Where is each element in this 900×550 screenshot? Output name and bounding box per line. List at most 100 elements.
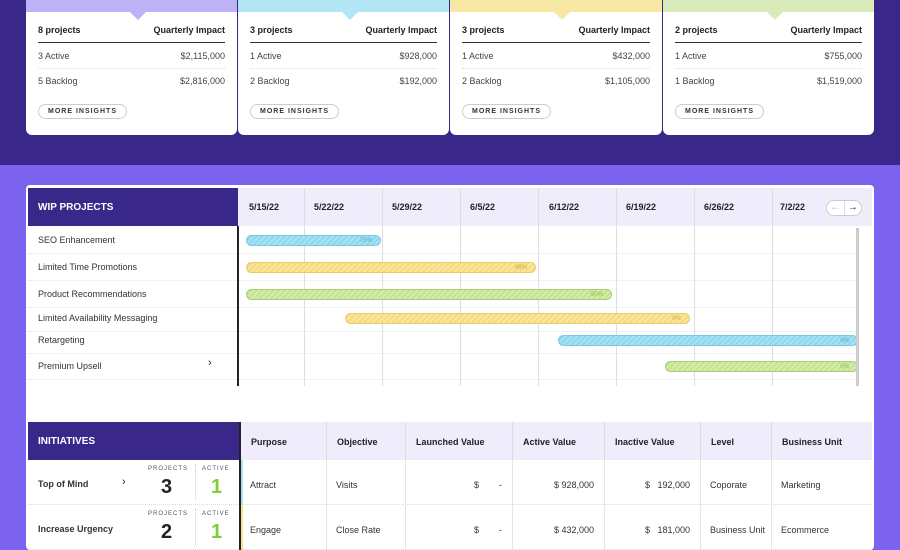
cell-inactive: $ 181,000 [644,525,690,535]
projects-count: 2 [161,521,173,543]
chevron-right-icon[interactable]: › [208,357,212,369]
arrow-left-icon[interactable]: ← [830,202,841,213]
scrollbar[interactable] [856,228,859,386]
active-count: 1 Active [250,51,282,61]
date-label: 5/22/22 [314,202,345,212]
column-header: Level [700,422,771,460]
active-count: 1 [211,521,223,543]
cell-level: Business Unit [710,525,766,535]
backlog-value: $192,000 [399,76,437,86]
backlog-count: 1 Backlog [675,76,715,86]
card-notch [341,12,358,20]
cell-launched: $ - [473,480,502,490]
cell-border [604,460,605,505]
backlog-value: $2,816,000 [179,76,225,86]
date-label: 6/26/22 [704,202,735,212]
cell-objective: Close Rate [336,525,381,535]
arrow-right-icon[interactable]: → [843,201,862,215]
projects-label: PROJECTS [148,511,189,517]
project-name[interactable]: Product Recommendations [38,289,147,299]
active-value: $755,000 [824,51,862,61]
date-label: 6/12/22 [549,202,580,212]
initiative-name: Top of Mind [38,479,89,489]
impact-label: Quarterly Impact [578,25,650,35]
summary-card: 3 projects Quarterly Impact 1 Active $928,… [238,0,449,135]
project-bar[interactable]: 0% [345,313,690,324]
cell-border [405,460,406,505]
more-insights-button[interactable]: MORE INSIGHTS [250,104,340,119]
cell-objective: Visits [336,480,358,490]
project-name[interactable]: SEO Enhancement [38,235,116,245]
project-count: 2 projects [675,25,718,35]
color-stripe [240,505,243,550]
project-bar[interactable]: 0% [665,361,858,372]
cell-inactive: $ 192,000 [644,480,690,490]
active-label: ACTIVE [202,511,230,517]
chevron-right-icon[interactable]: › [122,476,126,488]
divider [239,422,241,550]
date-label: 6/19/22 [626,202,657,212]
project-bar[interactable]: 75% [246,235,381,246]
column-header: Active Value [512,422,604,460]
cell-active-value: $ 928,000 [553,480,594,490]
more-insights-button[interactable]: MORE INSIGHTS [462,104,552,119]
card-color-strip [663,0,874,12]
date-label: 5/29/22 [392,202,423,212]
projects-label: PROJECTS [148,466,189,472]
cell-border [771,460,772,505]
project-bar[interactable]: 0% [558,335,858,346]
row-divider [28,307,858,308]
impact-label: Quarterly Impact [153,25,225,35]
card-color-strip [238,0,449,12]
timeline-nav: ← → [826,200,862,216]
summary-card: 2 projects Quarterly Impact 1 Active $755,… [663,0,874,135]
project-name[interactable]: Premium Upsell [38,361,102,371]
more-insights-button[interactable]: MORE INSIGHTS [38,104,128,119]
impact-label: Quarterly Impact [365,25,437,35]
project-name[interactable]: Retargeting [38,335,85,345]
cell-launched: $ - [473,525,502,535]
divider [195,464,196,500]
row-divider [28,331,858,332]
card-notch [766,12,783,20]
initiative-row[interactable] [28,460,872,505]
date-label: 7/2/22 [780,202,806,212]
backlog-value: $1,105,000 [604,76,650,86]
cell-border [700,460,701,505]
gridline [538,188,539,386]
gridline [772,188,773,386]
cell-border [700,505,701,550]
column-header: Launched Value [405,422,512,460]
initiative-name: Increase Urgency [38,524,114,534]
cell-unit: Marketing [781,480,821,490]
cell-purpose: Engage [250,525,282,535]
column-header: Inactive Value [604,422,700,460]
row-divider [28,379,858,380]
cell-unit: Ecommerce [781,525,830,535]
row-divider [28,280,858,281]
project-name[interactable]: Limited Availability Messaging [38,313,158,323]
cell-active-value: $ 432,000 [553,525,594,535]
cell-border [405,505,406,550]
active-count: 1 [211,476,223,498]
row-divider [28,253,858,254]
project-bar[interactable]: 90% [246,289,612,300]
project-bar[interactable]: 45% [246,262,536,273]
cell-border [771,505,772,550]
initiatives-title: INITIATIVES [28,422,240,460]
divider [237,226,239,386]
gridline [304,188,305,386]
project-name[interactable]: Limited Time Promotions [38,262,138,272]
active-count: 1 Active [462,51,494,61]
summary-card: 8 projects Quarterly Impact 3 Active $2,11… [26,0,237,135]
column-header: Business Unit [771,422,872,460]
card-color-strip [26,0,237,12]
cell-border [512,460,513,505]
date-label: 5/15/22 [249,202,280,212]
divider [195,509,196,545]
project-count: 3 projects [462,25,505,35]
timeline-header [238,188,872,226]
more-insights-button[interactable]: MORE INSIGHTS [675,104,765,119]
gridline [460,188,461,386]
cell-border [326,505,327,550]
